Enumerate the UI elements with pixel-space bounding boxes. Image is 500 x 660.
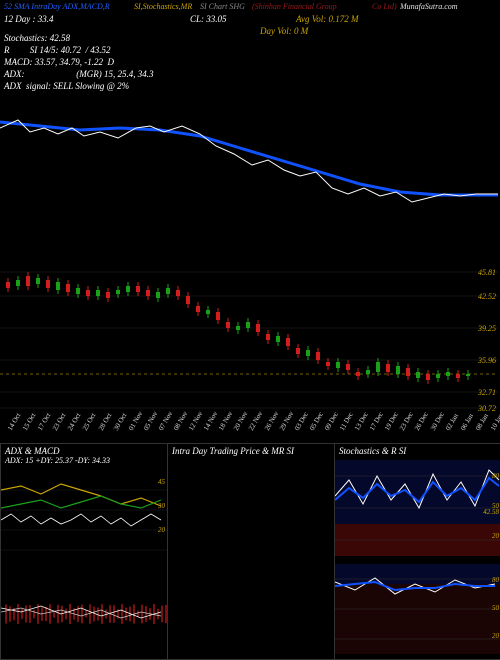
- indicator-stats: Stochastics: 42.58 R SI 14/5: 40.72 / 43…: [4, 32, 153, 92]
- dayvol-label: Day Vol: 0 M: [260, 26, 308, 36]
- stochastics-panel[interactable]: Stochastics & R SI 80502042.58 805020: [334, 443, 500, 660]
- adx-subtitle: ADX: 15 +DY: 25.37 -DY: 34.33: [1, 456, 167, 465]
- adx-macd-panel[interactable]: ADX & MACD ADX: 15 +DY: 25.37 -DY: 34.33…: [0, 443, 168, 660]
- close-label: CL: 33.05: [190, 14, 227, 24]
- adx-title: ADX & MACD: [1, 444, 167, 456]
- day-label: 12 Day : 33.4: [4, 14, 54, 24]
- date-axis: 14 Oct15 Oct17 Oct23 Oct24 Oct25 Oct28 O…: [0, 414, 498, 432]
- main-price-chart[interactable]: [0, 104, 498, 264]
- candlestick-chart[interactable]: 45.8142.5239.2535.9632.7130.72: [0, 266, 498, 414]
- avgvol-label: Avg Vol: 0.172 M: [296, 14, 359, 24]
- intraday-panel[interactable]: Intra Day Trading Price & MR SI: [167, 443, 335, 660]
- intra-title: Intra Day Trading Price & MR SI: [168, 444, 334, 456]
- summary-row: 12 Day : 33.4 CL: 33.05 Avg Vol: 0.172 M…: [4, 14, 496, 28]
- stoch-title: Stochastics & R SI: [335, 444, 500, 456]
